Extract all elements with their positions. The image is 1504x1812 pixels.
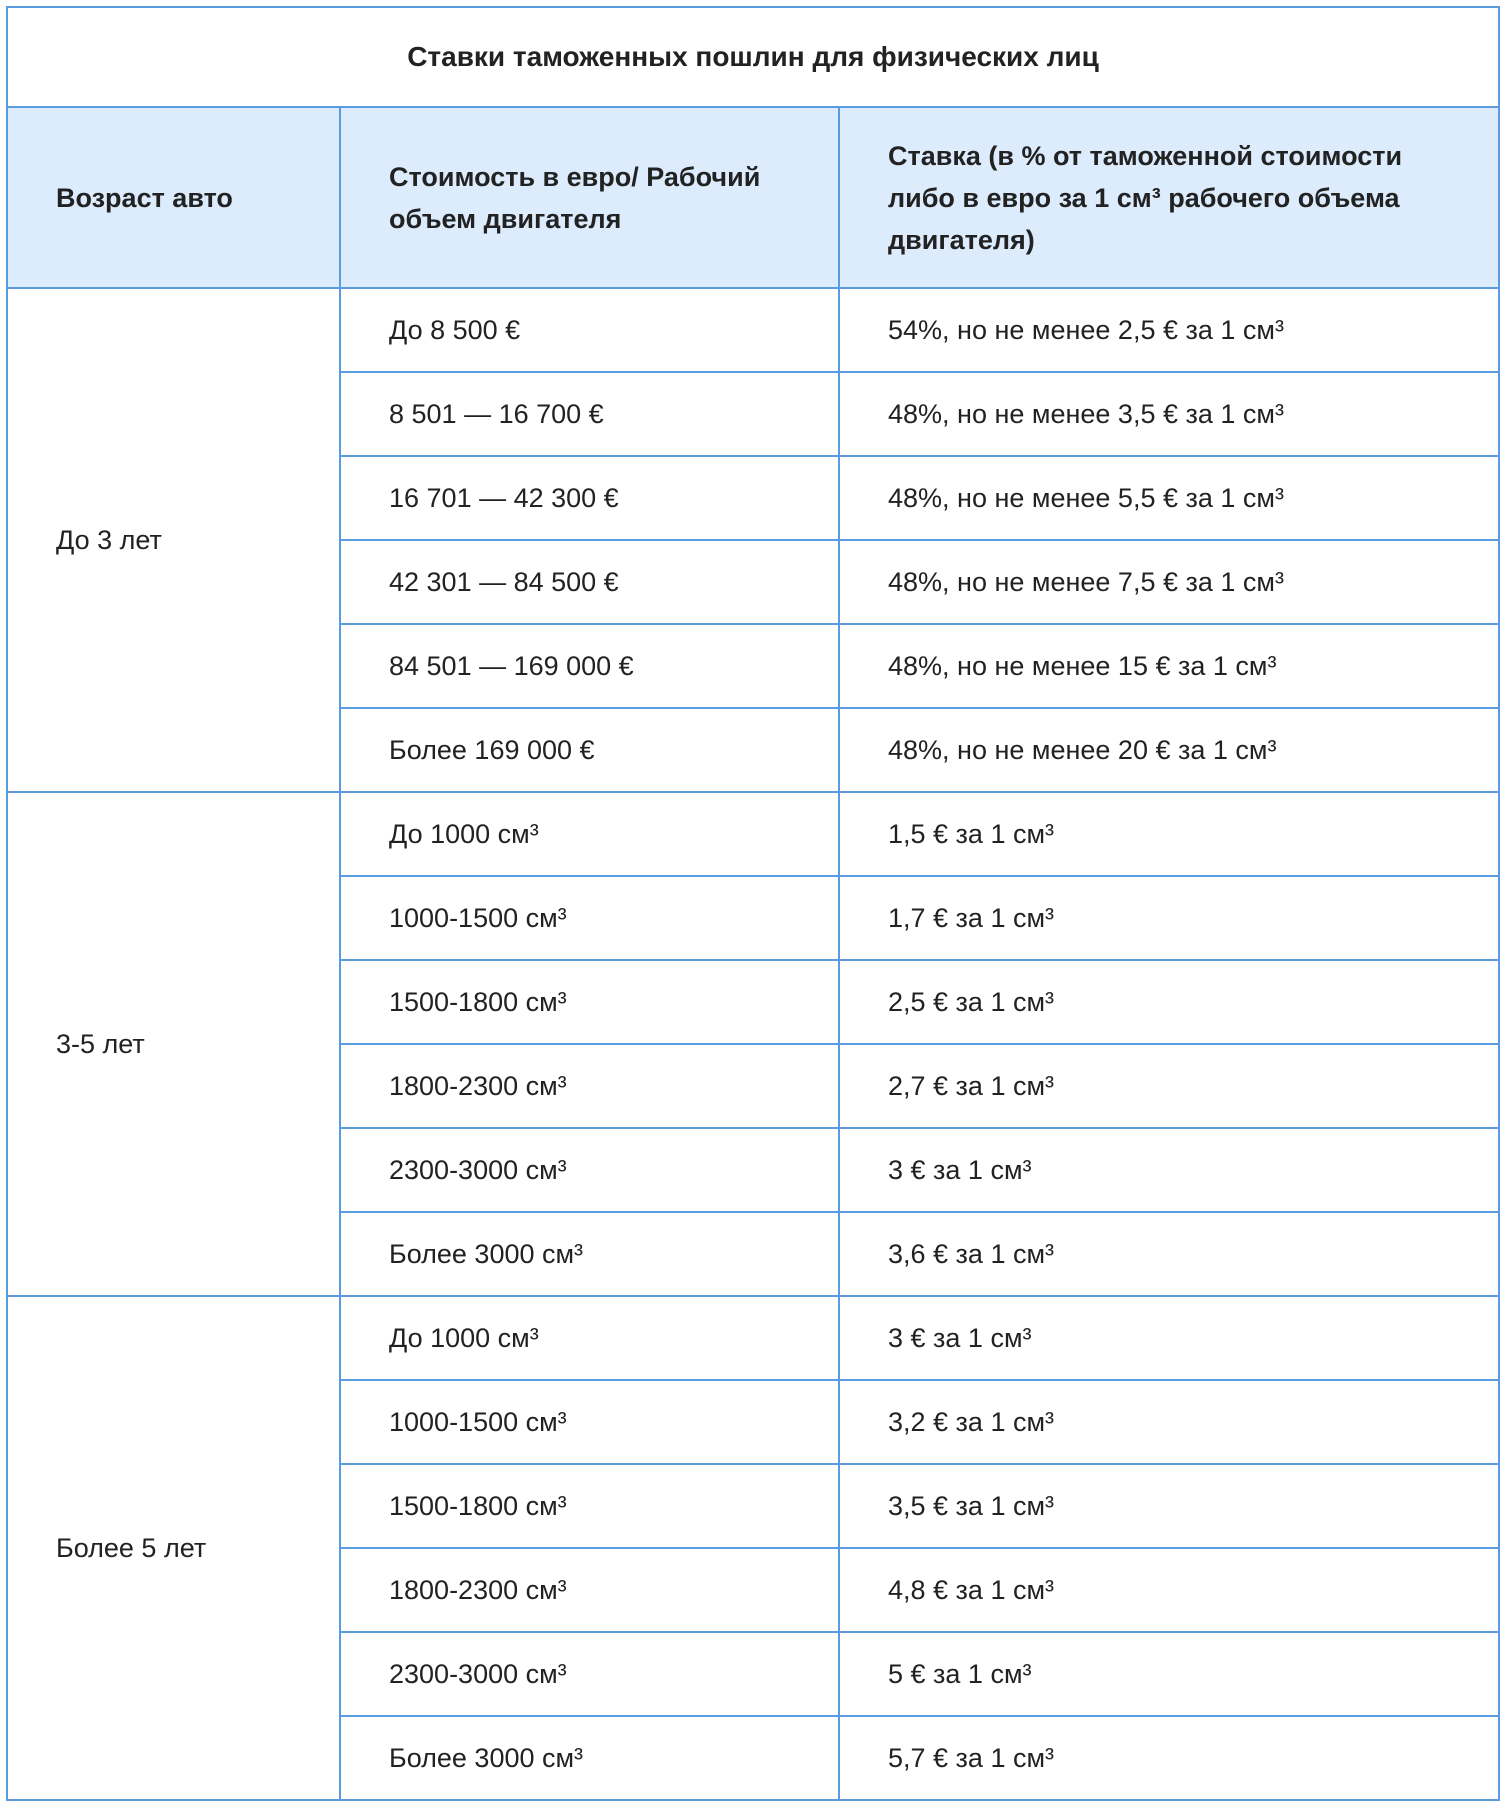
value-cell: 1500-1800 см³ [339,959,840,1045]
value-cell: До 1000 см³ [339,1295,840,1381]
table-row: 2300-3000 см³ 5 € за 1 см³ [7,1631,1500,1717]
table-row: Более 5 лет До 1000 см³ 3 € за 1 см³ [6,1295,1500,1801]
rate-cell: 1,7 € за 1 см³ [838,875,1500,961]
table-row: 1500-1800 см³ 2,5 € за 1 см³ [7,959,1500,1045]
customs-duty-table: Ставки таможенных пошлин для физических … [6,6,1500,1801]
value-cell: 16 701 — 42 300 € [339,455,840,541]
table-row: Более 169 000 €48%, но не менее 20 € за … [7,707,1500,793]
rate-cell: 5,7 € за 1 см³ [838,1715,1500,1801]
rate-cell: 3 € за 1 см³ [838,1127,1500,1213]
value-cell: До 1000 см³ [339,791,840,877]
table-title: Ставки таможенных пошлин для физических … [6,6,1500,108]
table-row: 42 301 — 84 500 €48%, но не менее 7,5 € … [7,539,1500,625]
value-cell: 42 301 — 84 500 € [339,539,840,625]
value-cell: Более 3000 см³ [339,1715,840,1801]
rate-cell: 2,7 € за 1 см³ [838,1043,1500,1129]
value-cell: 8 501 — 16 700 € [339,371,840,457]
table-row: До 3 лет До 8 500 €54%, но не менее 2,5 €… [6,287,1500,793]
value-cell: 1000-1500 см³ [339,875,840,961]
table-row: 1800-2300 см³ 2,7 € за 1 см³ [7,1043,1500,1129]
value-cell: Более 169 000 € [339,707,840,793]
rate-cell: 48%, но не менее 5,5 € за 1 см³ [838,455,1500,541]
value-cell: До 8 500 € [339,287,840,373]
header-value: Стоимость в евро/ Рабочий объем двигател… [339,106,840,289]
table-row: 1800-2300 см³ 4,8 € за 1 см³ [7,1547,1500,1633]
rate-cell: 3,2 € за 1 см³ [838,1379,1500,1465]
rate-cell: 1,5 € за 1 см³ [838,791,1500,877]
age-cell: До 3 лет [6,287,341,793]
value-cell: 1500-1800 см³ [339,1463,840,1549]
header-rate: Ставка (в % от таможенной стоимости либо… [838,106,1500,289]
rate-cell: 3,5 € за 1 см³ [838,1463,1500,1549]
age-cell: Более 5 лет [6,1295,341,1801]
value-cell: 1800-2300 см³ [339,1043,840,1129]
value-cell: 2300-3000 см³ [339,1127,840,1213]
table-row: 3-5 лет До 1000 см³ 1,5 € за 1 см³ [6,791,1500,1297]
rate-cell: 54%, но не менее 2,5 € за 1 см³ [838,287,1500,373]
rate-cell: 48%, но не менее 15 € за 1 см³ [838,623,1500,709]
value-cell: 84 501 — 169 000 € [339,623,840,709]
header-age: Возраст авто [6,106,341,289]
value-cell: Более 3000 см³ [339,1211,840,1297]
rate-cell: 48%, но не менее 20 € за 1 см³ [838,707,1500,793]
table-row: Более 3000 см³ 3,6 € за 1 см³ [7,1211,1500,1297]
rate-cell: 48%, но не менее 7,5 € за 1 см³ [838,539,1500,625]
rate-cell: 2,5 € за 1 см³ [838,959,1500,1045]
table-row: 84 501 — 169 000 €48%, но не менее 15 € … [7,623,1500,709]
table-row: 16 701 — 42 300 €48%, но не менее 5,5 € … [7,455,1500,541]
table-row: 8 501 — 16 700 €48%, но не менее 3,5 € з… [7,371,1500,457]
rate-cell: 48%, но не менее 3,5 € за 1 см³ [838,371,1500,457]
rate-cell: 4,8 € за 1 см³ [838,1547,1500,1633]
rate-cell: 3,6 € за 1 см³ [838,1211,1500,1297]
table-body: До 3 лет До 8 500 €54%, но не менее 2,5 €… [6,287,1500,1801]
age-cell: 3-5 лет [6,791,341,1297]
value-cell: 1800-2300 см³ [339,1547,840,1633]
table-row: 1000-1500 см³ 1,7 € за 1 см³ [7,875,1500,961]
table-row: 2300-3000 см³ 3 € за 1 см³ [7,1127,1500,1213]
table-row: 1500-1800 см³ 3,5 € за 1 см³ [7,1463,1500,1549]
rate-cell: 3 € за 1 см³ [838,1295,1500,1381]
table-row: 1000-1500 см³ 3,2 € за 1 см³ [7,1379,1500,1465]
value-cell: 2300-3000 см³ [339,1631,840,1717]
value-cell: 1000-1500 см³ [339,1379,840,1465]
table-row: Более 3000 см³ 5,7 € за 1 см³ [7,1715,1500,1801]
rate-cell: 5 € за 1 см³ [838,1631,1500,1717]
